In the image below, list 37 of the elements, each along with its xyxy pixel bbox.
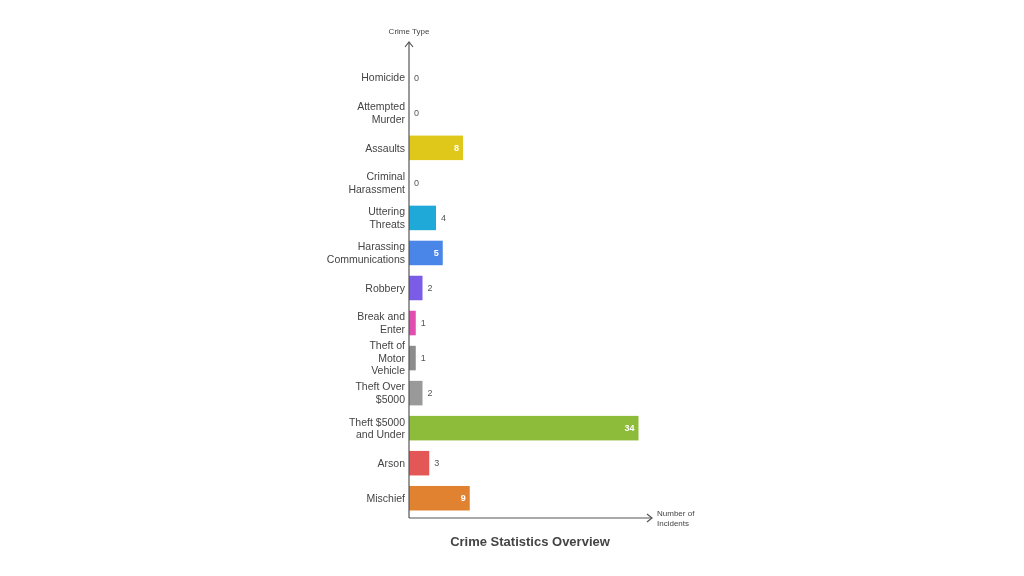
y-tick-label: Robbery xyxy=(365,281,406,294)
bar xyxy=(409,380,423,406)
data-label: 1 xyxy=(420,318,426,329)
data-label: 2 xyxy=(427,388,433,399)
data-label: 0 xyxy=(414,72,420,83)
bar xyxy=(409,135,463,161)
y-tick-label: Mischief xyxy=(366,491,406,504)
y-axis-title: Crime Type xyxy=(388,27,430,36)
y-tick-label: Attempted Murder xyxy=(357,100,406,125)
data-label: 8 xyxy=(453,142,459,153)
data-label: 3 xyxy=(434,458,440,469)
y-tick-label: Uttering Threats xyxy=(368,205,406,230)
bar xyxy=(409,485,470,511)
bar xyxy=(409,240,443,266)
y-tick-label: Criminal Harassment xyxy=(348,170,406,195)
y-tick-label: Theft $5000 and Under xyxy=(348,415,406,441)
x-axis-title: Number of Incidents xyxy=(657,509,696,528)
y-tick-label: Arson xyxy=(377,456,406,469)
bar xyxy=(409,275,423,301)
bar xyxy=(409,450,430,476)
bar xyxy=(409,205,436,231)
text: Crime Statistics Overview xyxy=(450,534,611,549)
data-label: 0 xyxy=(414,178,420,189)
data-label: 34 xyxy=(624,423,635,434)
data-label: 2 xyxy=(427,283,433,294)
data-label: 1 xyxy=(420,353,426,364)
data-label: 9 xyxy=(460,493,466,504)
y-tick-label: Homicide xyxy=(361,71,406,84)
y-tick-label: Assaults xyxy=(365,141,405,154)
y-tick-label: Theft Over $5000 xyxy=(355,380,406,406)
y-tick-label: Break and Enter xyxy=(357,310,406,336)
bar xyxy=(409,415,639,441)
y-tick-label: Harassing Communications xyxy=(326,240,406,265)
data-label: 4 xyxy=(441,213,447,224)
y-tick-label: Theft of Motor Vehicle xyxy=(369,339,406,377)
data-label: 0 xyxy=(414,107,420,118)
data-label: 5 xyxy=(433,248,439,259)
